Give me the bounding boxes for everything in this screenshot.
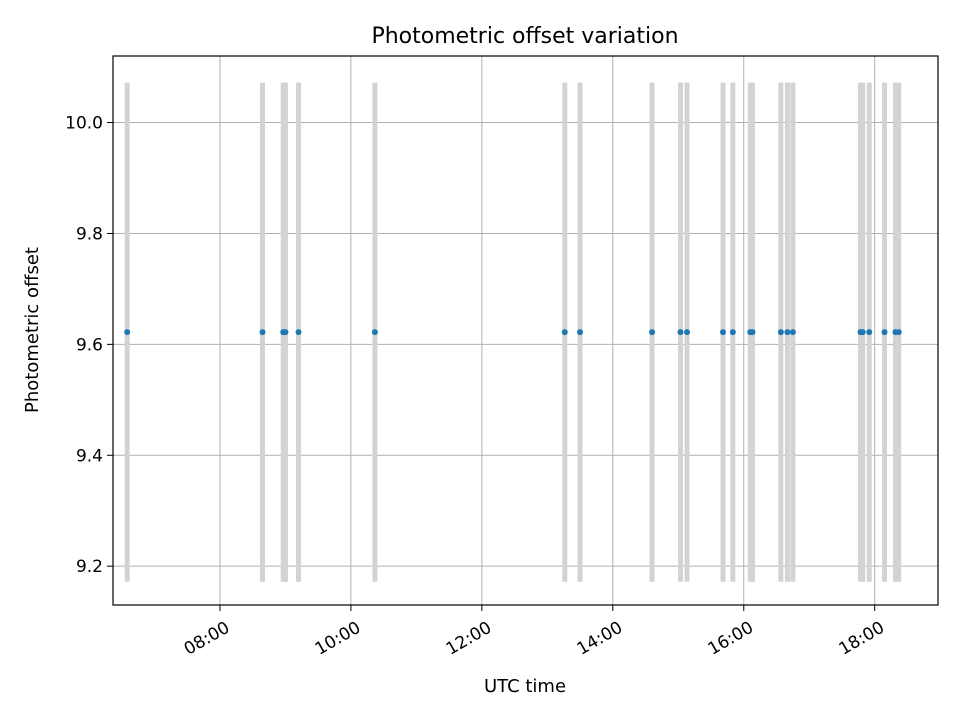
data-point — [371, 329, 378, 336]
y-tick-label: 9.8 — [76, 224, 103, 244]
data-point — [866, 329, 873, 336]
data-point — [577, 329, 584, 336]
y-tick-label: 9.2 — [76, 557, 103, 577]
data-point — [895, 329, 902, 336]
y-tick-label: 9.6 — [76, 335, 103, 355]
data-point — [124, 329, 131, 336]
chart-title: Photometric offset variation — [371, 24, 678, 49]
data-point — [749, 329, 756, 336]
data-point — [649, 329, 656, 336]
data-point — [789, 329, 796, 336]
grid — [113, 56, 938, 605]
data-point — [677, 329, 684, 336]
y-axis-label: Photometric offset — [22, 247, 43, 413]
x-axis-label: UTC time — [484, 676, 566, 697]
data-point — [777, 329, 784, 336]
data-point — [720, 329, 727, 336]
data-point — [784, 329, 791, 336]
y-tick-label: 9.4 — [76, 446, 103, 466]
y-tick-label: 10.0 — [65, 114, 103, 134]
data-point — [881, 329, 888, 336]
data-point — [259, 329, 266, 336]
data-point — [282, 329, 289, 336]
data-point — [295, 329, 302, 336]
plot-frame — [112, 55, 939, 606]
data-point — [729, 329, 736, 336]
data-point — [684, 329, 691, 336]
data-point — [859, 329, 866, 336]
data-point — [561, 329, 568, 336]
data-points — [124, 329, 902, 336]
